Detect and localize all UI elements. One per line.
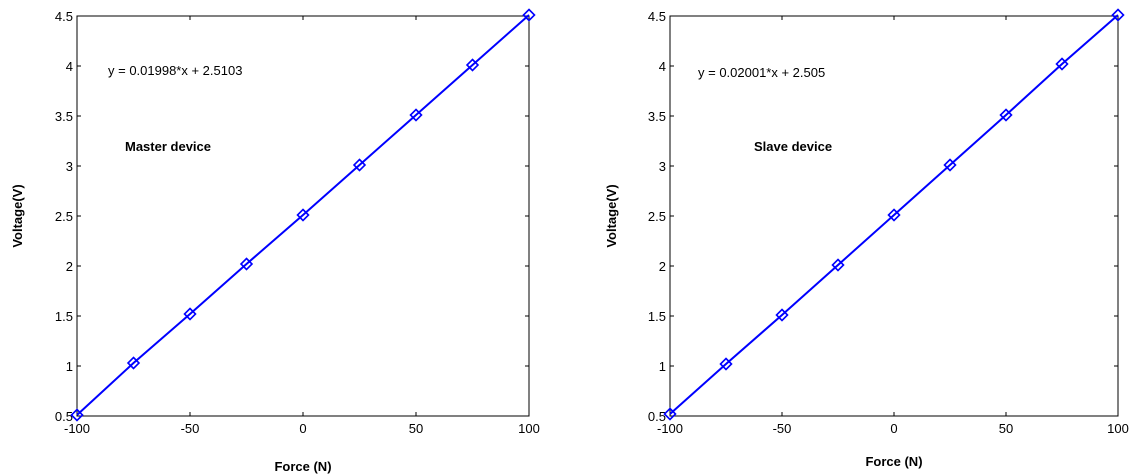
data-point-marker bbox=[522, 8, 536, 22]
y-tick-label: 3.5 bbox=[648, 109, 666, 124]
y-tick-label: 2.5 bbox=[55, 209, 73, 224]
y-tick-label: 0.5 bbox=[55, 409, 73, 424]
data-point-marker bbox=[943, 158, 957, 172]
y-tick-label: 1 bbox=[66, 359, 73, 374]
x-tick-label: -50 bbox=[181, 421, 200, 436]
y-tick-label: 4 bbox=[659, 59, 666, 74]
data-point-marker bbox=[1111, 8, 1125, 22]
device-label: Master device bbox=[125, 139, 211, 154]
series-line bbox=[76, 14, 530, 416]
data-point-marker bbox=[719, 357, 733, 371]
y-tick-label: 2.5 bbox=[648, 209, 666, 224]
data-point-marker bbox=[70, 408, 84, 422]
y-tick-label: 3 bbox=[659, 159, 666, 174]
data-point-marker bbox=[239, 257, 254, 271]
fit-equation-label: y = 0.02001*x + 2.505 bbox=[698, 65, 825, 80]
series-line bbox=[669, 14, 1119, 415]
y-tick-label: 3 bbox=[66, 159, 73, 174]
y-tick-label: 4.5 bbox=[648, 9, 666, 24]
x-tick-label: 50 bbox=[999, 421, 1013, 436]
y-tick-label: 1 bbox=[659, 359, 666, 374]
data-point-marker bbox=[1055, 57, 1069, 71]
data-point-marker bbox=[831, 258, 845, 272]
data-point-marker bbox=[352, 158, 367, 172]
y-tick-label: 1.5 bbox=[648, 309, 666, 324]
data-point-marker bbox=[465, 58, 480, 72]
y-tick-label: 0.5 bbox=[648, 409, 666, 424]
x-tick-label: -100 bbox=[657, 421, 683, 436]
data-point-marker bbox=[126, 356, 141, 370]
data-point-marker bbox=[663, 407, 677, 421]
y-tick-label: 1.5 bbox=[55, 309, 73, 324]
device-label: Slave device bbox=[754, 139, 832, 154]
y-tick-label: 4.5 bbox=[55, 9, 73, 24]
data-point-marker bbox=[775, 308, 789, 322]
data-point-marker bbox=[296, 208, 310, 222]
y-tick-label: 2 bbox=[66, 259, 73, 274]
y-axis-label: Voltage(V) bbox=[604, 184, 619, 247]
chart-master-device: -100 -50 0 50 100 0.5 1 1.5 2 2.5 3 3.5 4 4.5 y = 0.01… bbox=[10, 8, 540, 474]
data-point-marker bbox=[999, 108, 1013, 122]
x-tick-label: 0 bbox=[299, 421, 306, 436]
fit-equation-label: y = 0.01998*x + 2.5103 bbox=[108, 63, 242, 78]
y-tick-label: 3.5 bbox=[55, 109, 73, 124]
x-tick-label: 100 bbox=[518, 421, 540, 436]
y-tick-label: 4 bbox=[66, 59, 73, 74]
data-point-marker bbox=[887, 208, 901, 222]
data-point-marker bbox=[409, 108, 423, 122]
y-tick-label: 2 bbox=[659, 259, 666, 274]
x-tick-label: -100 bbox=[64, 421, 90, 436]
x-tick-label: 100 bbox=[1107, 421, 1129, 436]
x-tick-label: 50 bbox=[409, 421, 423, 436]
x-tick-label: 0 bbox=[890, 421, 897, 436]
x-axis-label: Force (N) bbox=[865, 454, 922, 469]
x-axis-label: Force (N) bbox=[274, 459, 331, 474]
data-point-marker bbox=[183, 307, 197, 321]
y-axis-label: Voltage(V) bbox=[10, 184, 25, 247]
chart-slave-device: -100 -50 0 50 100 0.5 1 1.5 2 2.5 3 3.5 4 4.5 y = 0.02… bbox=[604, 8, 1129, 469]
x-tick-label: -50 bbox=[773, 421, 792, 436]
